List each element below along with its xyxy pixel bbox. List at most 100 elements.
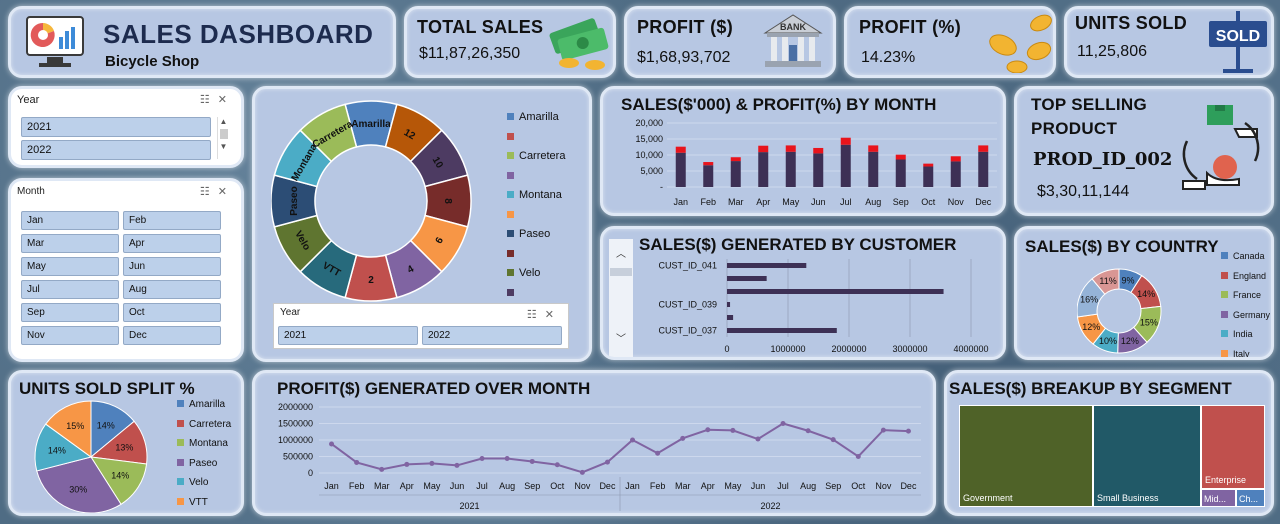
profit-point[interactable] [705,427,711,433]
profit-bar[interactable] [703,162,714,166]
month-slicer-item-nov[interactable]: Nov [21,326,119,345]
profit-bar[interactable] [895,154,906,160]
x-tick-label: Jan [324,481,339,491]
sales-bar[interactable] [978,151,989,187]
sales-bar[interactable] [813,153,824,187]
profit-point[interactable] [780,421,786,426]
treemap-channel[interactable]: Ch... [1236,489,1265,507]
profit-bar[interactable] [813,147,824,154]
customer-bar[interactable] [727,276,767,281]
profit-bar[interactable] [950,156,961,162]
customer-bar[interactable] [727,263,807,268]
month-slicer-item-dec[interactable]: Dec [123,326,221,345]
month-slicer-item-feb[interactable]: Feb [123,211,221,230]
sales-bar[interactable] [895,159,906,187]
multi-select-icon[interactable]: ☷✕ [526,309,562,321]
month-slicer-item-jan[interactable]: Jan [21,211,119,230]
year-slicer-2-item-2021[interactable]: 2021 [278,326,418,345]
profit-point[interactable] [805,428,811,434]
profit-point[interactable] [630,437,636,443]
scroll-thumb[interactable] [219,129,228,139]
profit-bar[interactable] [730,157,741,162]
month-slicer-item-aug[interactable]: Aug [123,280,221,299]
customer-scrollbar[interactable]: ︿ ﹀ [609,239,633,357]
segment-treemap-card: SALES($) BREAKUP BY SEGMENT Government S… [944,370,1274,516]
profit-point[interactable] [479,455,485,461]
profit-point[interactable] [880,427,886,433]
sales-bar[interactable] [758,152,769,187]
legend-item: Amarilla [507,111,559,123]
profit-bar[interactable] [923,163,934,167]
kpi-profit-label: PROFIT ($) [637,17,733,37]
x-tick-label: Apr [400,481,414,491]
scroll-up-icon[interactable]: ▲ [219,117,228,126]
legend-label: Montana [519,189,562,201]
sales-bar[interactable] [675,152,686,187]
sales-bar[interactable] [785,151,796,187]
customer-bar[interactable] [727,315,734,320]
customer-bar[interactable] [727,302,731,307]
month-slicer-item-jun[interactable]: Jun [123,257,221,276]
profit-bar[interactable] [840,137,851,145]
month-slicer-item-sep[interactable]: Sep [21,303,119,322]
sales-bar[interactable] [923,166,934,187]
units-slice[interactable] [36,456,122,513]
month-slicer-item-mar[interactable]: Mar [21,234,119,253]
x-tick-label: Sep [524,481,540,491]
month-slicer-item-apr[interactable]: Apr [123,234,221,253]
customer-bar[interactable] [727,289,944,294]
profit-bar[interactable] [785,145,796,152]
profit-bar[interactable] [868,145,879,152]
scroll-down-icon[interactable]: ﹀ [616,334,626,345]
month-slicer-item-oct[interactable]: Oct [123,303,221,322]
profit-bar[interactable] [675,146,686,153]
profit-bar[interactable] [978,145,989,152]
profit-point[interactable] [905,428,911,434]
month-slicer-item-jul[interactable]: Jul [21,280,119,299]
sales-bar[interactable] [868,151,879,187]
country-slice[interactable] [1091,268,1120,295]
profit-point[interactable] [529,458,535,464]
y-tick-label: 20,000 [635,118,663,128]
profit-point[interactable] [554,462,560,468]
treemap-small-business[interactable]: Small Business [1093,405,1201,507]
treemap-government[interactable]: Government [959,405,1093,507]
multi-select-icon[interactable]: ☷✕ [199,186,235,198]
scroll-thumb[interactable] [610,268,632,276]
treemap-midmarket[interactable]: Mid... [1201,489,1236,507]
legend-label: Carretera [519,150,566,162]
legend-item: Italy [1221,349,1250,357]
profit-point[interactable] [354,459,360,465]
month-slicer-item-may[interactable]: May [21,257,119,276]
sales-bar[interactable] [703,165,714,187]
donut-slice-11[interactable] [299,103,358,163]
profit-point[interactable] [429,460,435,466]
year-slicer-item-2022[interactable]: 2022 [21,140,211,160]
sales-bar[interactable] [730,161,741,187]
multi-select-icon[interactable]: ☷✕ [199,94,235,106]
profit-point[interactable] [329,441,335,447]
profit-point[interactable] [855,454,861,459]
year-slicer-scrollbar[interactable]: ▲ ▼ [217,117,229,159]
profit-point[interactable] [830,437,836,443]
profit-point[interactable] [579,469,585,475]
profit-point[interactable] [730,427,736,433]
profit-point[interactable] [680,435,686,441]
sales-bar[interactable] [950,161,961,187]
profit-point[interactable] [404,461,410,467]
scroll-up-icon[interactable]: ︿ [616,249,626,260]
units-slice[interactable] [44,400,92,458]
profit-point[interactable] [604,459,610,465]
year-slicer-item-2021[interactable]: 2021 [21,117,211,137]
profit-point[interactable] [379,466,385,472]
profit-point[interactable] [454,462,460,468]
profit-point[interactable] [755,436,761,442]
profit-bar[interactable] [758,145,769,153]
year-slicer-2-item-2022[interactable]: 2022 [422,326,562,345]
profit-point[interactable] [504,455,510,461]
customer-bar[interactable] [727,328,837,333]
profit-point[interactable] [655,450,661,456]
scroll-down-icon[interactable]: ▼ [219,142,228,151]
treemap-enterprise[interactable]: Enterprise [1201,405,1265,489]
sales-bar[interactable] [840,144,851,187]
